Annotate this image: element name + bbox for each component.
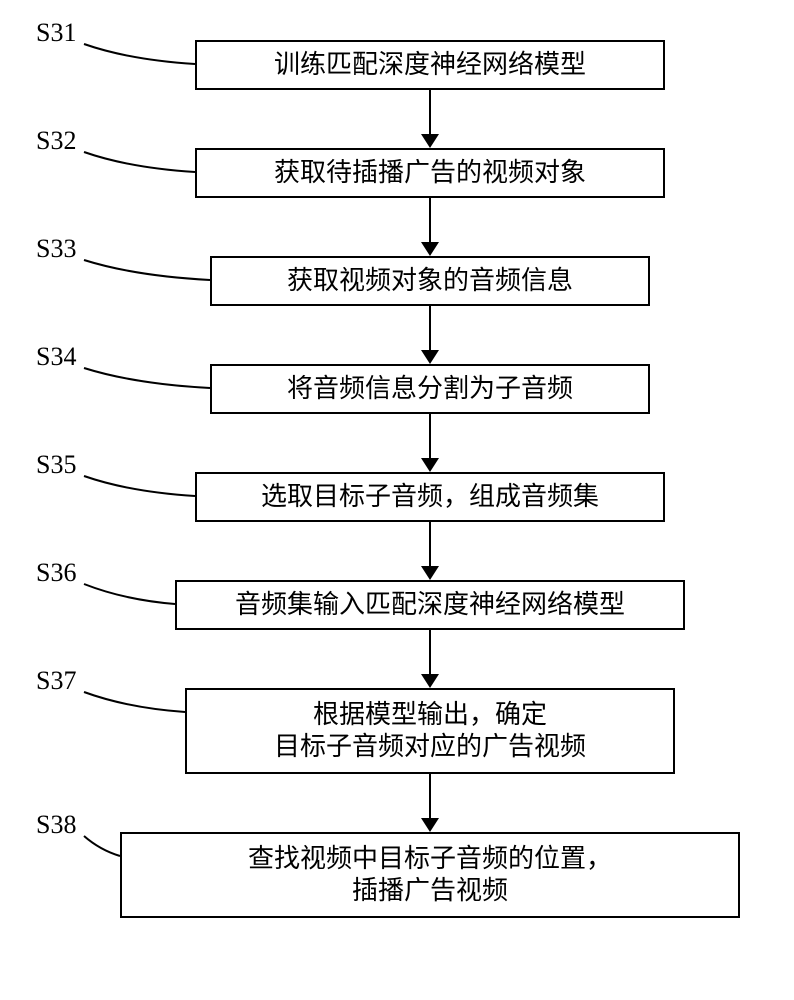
- step-box-s35: 选取目标子音频，组成音频集: [195, 472, 665, 522]
- callout-s34: [82, 366, 212, 390]
- step-box-s37: 根据模型输出，确定目标子音频对应的广告视频: [185, 688, 675, 774]
- step-box-s34: 将音频信息分割为子音频: [210, 364, 650, 414]
- step-text-s34-line0: 将音频信息分割为子音频: [287, 373, 573, 406]
- step-box-s33: 获取视频对象的音频信息: [210, 256, 650, 306]
- step-box-s38: 查找视频中目标子音频的位置，插播广告视频: [120, 832, 740, 918]
- callout-s35: [82, 474, 197, 498]
- step-label-s37: S37: [36, 666, 76, 696]
- step-text-s36-line0: 音频集输入匹配深度神经网络模型: [235, 589, 625, 622]
- step-label-s33: S33: [36, 234, 76, 264]
- arrow-s32-s33: [421, 198, 439, 256]
- step-label-s31: S31: [36, 18, 76, 48]
- arrow-s37-s38: [421, 774, 439, 832]
- arrow-s34-s35: [421, 414, 439, 472]
- step-text-s33-line0: 获取视频对象的音频信息: [287, 265, 573, 298]
- callout-s33: [82, 258, 212, 282]
- step-box-s31: 训练匹配深度神经网络模型: [195, 40, 665, 90]
- callout-s38: [82, 834, 122, 858]
- arrow-s36-s37: [421, 630, 439, 688]
- step-text-s32-line0: 获取待插播广告的视频对象: [274, 157, 586, 190]
- step-text-s38-line0: 查找视频中目标子音频的位置，: [248, 843, 612, 876]
- step-box-s36: 音频集输入匹配深度神经网络模型: [175, 580, 685, 630]
- step-label-s36: S36: [36, 558, 76, 588]
- arrow-s35-s36: [421, 522, 439, 580]
- step-label-s35: S35: [36, 450, 76, 480]
- step-label-s38: S38: [36, 810, 76, 840]
- step-text-s31-line0: 训练匹配深度神经网络模型: [274, 49, 586, 82]
- step-text-s35-line0: 选取目标子音频，组成音频集: [261, 481, 599, 514]
- callout-s36: [82, 582, 177, 606]
- callout-s31: [82, 42, 197, 66]
- arrow-s31-s32: [421, 90, 439, 148]
- step-label-s34: S34: [36, 342, 76, 372]
- step-label-s32: S32: [36, 126, 76, 156]
- callout-s32: [82, 150, 197, 174]
- step-text-s37-line1: 目标子音频对应的广告视频: [274, 731, 586, 764]
- callout-s37: [82, 690, 187, 714]
- arrow-s33-s34: [421, 306, 439, 364]
- step-text-s37-line0: 根据模型输出，确定: [313, 699, 547, 732]
- step-box-s32: 获取待插播广告的视频对象: [195, 148, 665, 198]
- step-text-s38-line1: 插播广告视频: [352, 875, 508, 908]
